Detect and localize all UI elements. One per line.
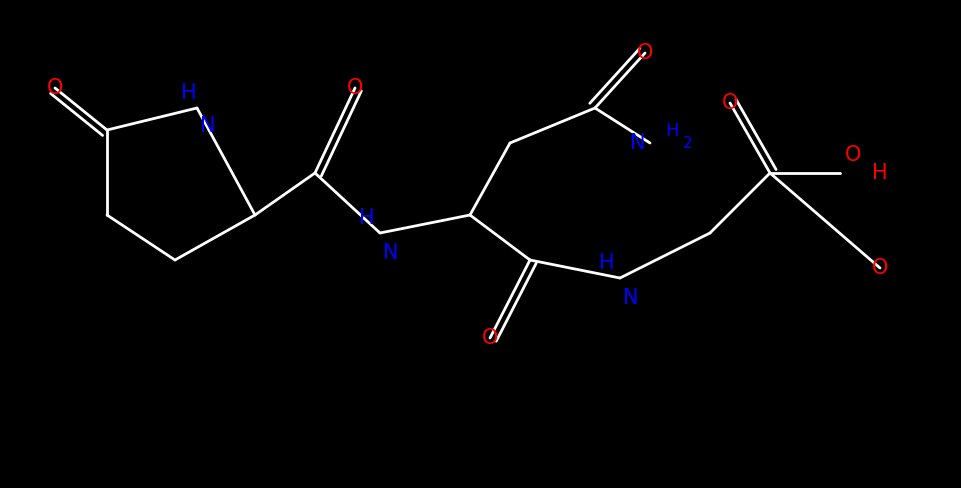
Text: N: N: [623, 288, 638, 308]
Text: H: H: [665, 122, 678, 140]
Text: H: H: [359, 208, 375, 228]
Text: O: O: [481, 328, 498, 348]
Text: O: O: [47, 78, 63, 98]
Text: 2: 2: [683, 136, 693, 150]
Text: N: N: [200, 116, 215, 136]
Text: H: H: [872, 163, 888, 183]
Text: O: O: [347, 78, 363, 98]
Text: N: N: [629, 133, 645, 153]
Text: O: O: [722, 93, 738, 113]
Text: O: O: [845, 145, 861, 165]
Text: H: H: [182, 83, 197, 103]
Text: O: O: [637, 43, 653, 63]
Text: O: O: [872, 258, 888, 278]
Text: N: N: [383, 243, 399, 263]
Text: H: H: [600, 253, 615, 273]
